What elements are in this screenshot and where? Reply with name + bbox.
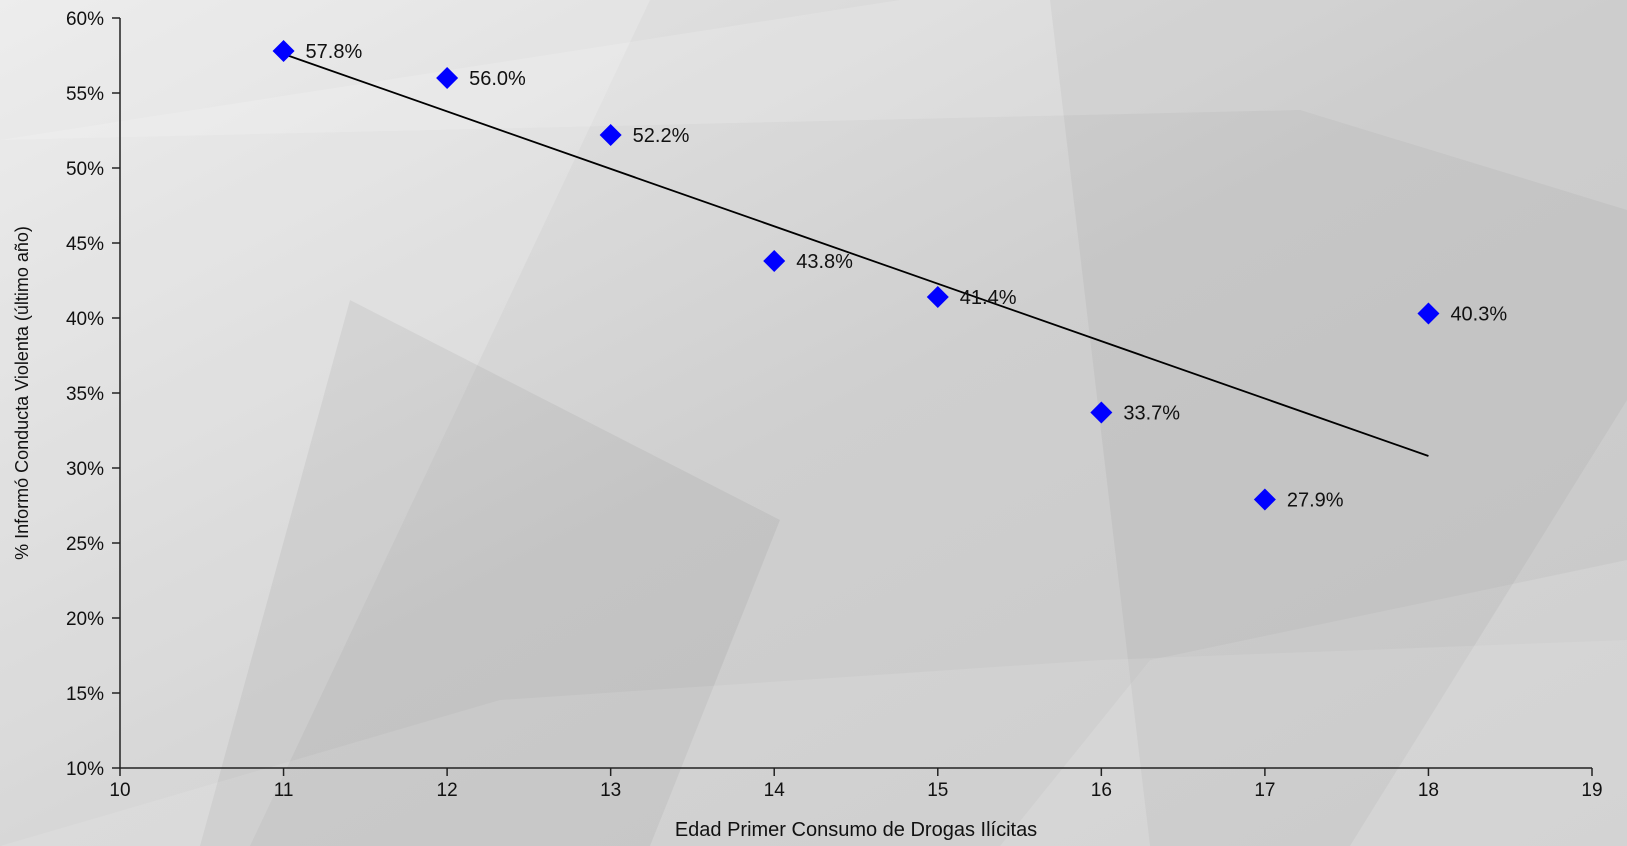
data-point: [599, 124, 622, 146]
y-tick-label: 35%: [66, 384, 104, 405]
y-tick-label: 60%: [66, 9, 104, 30]
data-label: 52.2%: [633, 125, 690, 147]
x-tick-label: 16: [1091, 780, 1112, 801]
y-tick-label: 10%: [66, 759, 104, 780]
data-point: [926, 286, 949, 308]
data-label: 43.8%: [796, 251, 853, 273]
data-point: [1253, 488, 1276, 511]
y-tick-label: 25%: [66, 534, 104, 555]
x-tick-label: 10: [109, 780, 130, 801]
y-tick-label: 45%: [66, 234, 104, 255]
x-tick-label: 12: [437, 780, 458, 801]
y-axis-title: % Informó Conducta Violenta (último año): [12, 226, 32, 560]
data-point: [1417, 302, 1440, 325]
data-label: 27.9%: [1287, 490, 1344, 512]
x-tick-label: 14: [764, 780, 786, 801]
data-point: [763, 250, 786, 272]
x-tick-label: 13: [600, 780, 621, 801]
x-tick-label: 11: [274, 780, 294, 801]
data-point: [272, 40, 295, 62]
x-tick-label: 18: [1418, 780, 1439, 801]
axes: 10% 15% 20% 25% 30% 35% 40% 45% 50% 55% 60% 10 11 12 1…: [66, 9, 1603, 801]
y-tick-label: 20%: [66, 609, 104, 630]
data-points: 57.8% 56.0% 52.2% 43.8% 41.4% 33.7% 27.9% 40.3%: [272, 40, 1507, 512]
data-label: 33.7%: [1123, 403, 1180, 425]
x-tick-label: 19: [1581, 780, 1602, 801]
data-label: 40.3%: [1450, 304, 1507, 326]
trendline-layer: [283, 53, 1429, 457]
x-axis-title: Edad Primer Consumo de Drogas Ilícitas: [675, 819, 1037, 841]
x-tick-label: 15: [927, 780, 948, 801]
y-tick-label: 55%: [66, 84, 104, 105]
trendline: [283, 53, 1429, 457]
data-label: 41.4%: [960, 287, 1017, 309]
y-tick-label: 15%: [66, 684, 104, 705]
data-label: 57.8%: [306, 41, 363, 63]
data-label: 56.0%: [469, 68, 526, 90]
y-tick-label: 50%: [66, 159, 104, 180]
x-tick-label: 17: [1254, 780, 1275, 801]
y-tick-label: 30%: [66, 459, 104, 480]
data-point: [436, 67, 459, 89]
data-point: [1090, 401, 1113, 424]
y-tick-label: 40%: [66, 309, 104, 330]
